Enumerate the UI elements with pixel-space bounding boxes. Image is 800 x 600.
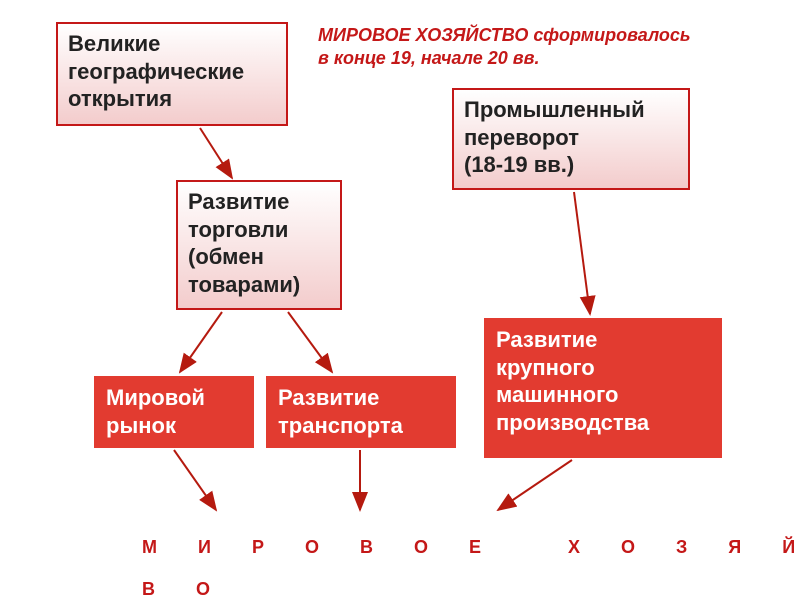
arrow-n3-to-n5 — [288, 312, 332, 372]
arrow-n1-to-n3 — [200, 128, 232, 178]
arrow-n2-to-n6 — [574, 192, 590, 314]
flow-arrows — [0, 0, 800, 600]
bottom-label: М И Р О В О Е Х О З Я Й С Т В О — [96, 516, 800, 600]
arrow-n3-to-n4 — [180, 312, 222, 372]
bottom-line2: В О — [142, 579, 228, 599]
arrow-n4-to-bottom — [174, 450, 216, 510]
arrow-n6-to-bottom — [498, 460, 572, 510]
bottom-line1: М И Р О В О Е Х О З Я Й С Т — [142, 537, 800, 557]
